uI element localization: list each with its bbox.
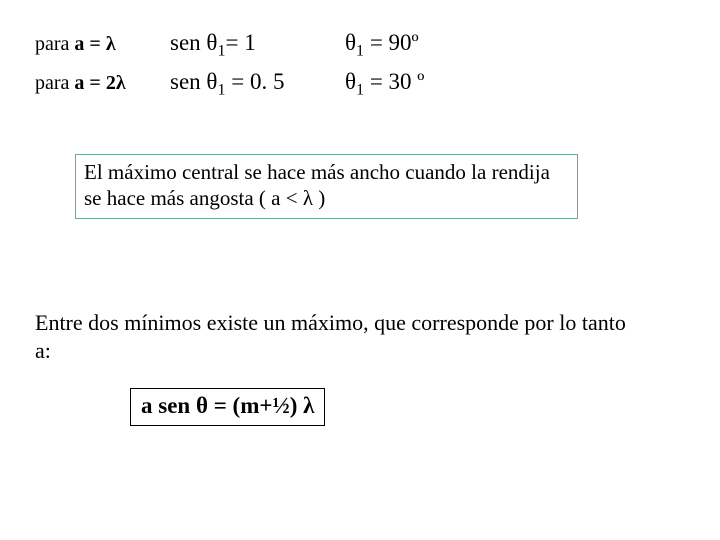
condition-cell: para a = λ [35, 33, 170, 56]
condition-value: a = 2λ [74, 72, 125, 94]
sen-rhs: = 1 [225, 30, 255, 55]
ang-lhs: θ [345, 69, 356, 94]
angle-cell: θ1 = 30 º [345, 69, 515, 100]
condition-value: a = λ [74, 33, 115, 55]
ang-rhs: = 90º [364, 30, 419, 55]
body-text: Entre dos mínimos existe un máximo, que … [35, 310, 626, 364]
sen-lhs: sen θ [170, 30, 217, 55]
formula-box: a sen θ = (m+½) λ [130, 388, 325, 426]
sen-cell: sen θ1 = 0. 5 [170, 69, 345, 100]
body-paragraph: Entre dos mínimos existe un máximo, que … [35, 309, 685, 366]
angle-cell: θ1 = 90º [345, 30, 515, 61]
ang-sub: 1 [356, 43, 364, 60]
note-box: El máximo central se hace más ancho cuan… [75, 154, 578, 219]
ang-sub: 1 [356, 81, 364, 98]
table-row: para a = λ sen θ1= 1 θ1 = 90º [35, 30, 685, 61]
condition-prefix: para [35, 72, 74, 94]
sen-cell: sen θ1= 1 [170, 30, 345, 61]
ang-rhs: = 30 º [364, 69, 424, 94]
sen-rhs: = 0. 5 [225, 69, 284, 94]
formula-text: a sen θ = (m+½) λ [141, 393, 314, 418]
ang-lhs: θ [345, 30, 356, 55]
sen-lhs: sen θ [170, 69, 217, 94]
table-row: para a = 2λ sen θ1 = 0. 5 θ1 = 30 º [35, 69, 685, 100]
condition-prefix: para [35, 33, 74, 55]
note-text: El máximo central se hace más ancho cuan… [84, 160, 550, 210]
condition-cell: para a = 2λ [35, 72, 170, 95]
